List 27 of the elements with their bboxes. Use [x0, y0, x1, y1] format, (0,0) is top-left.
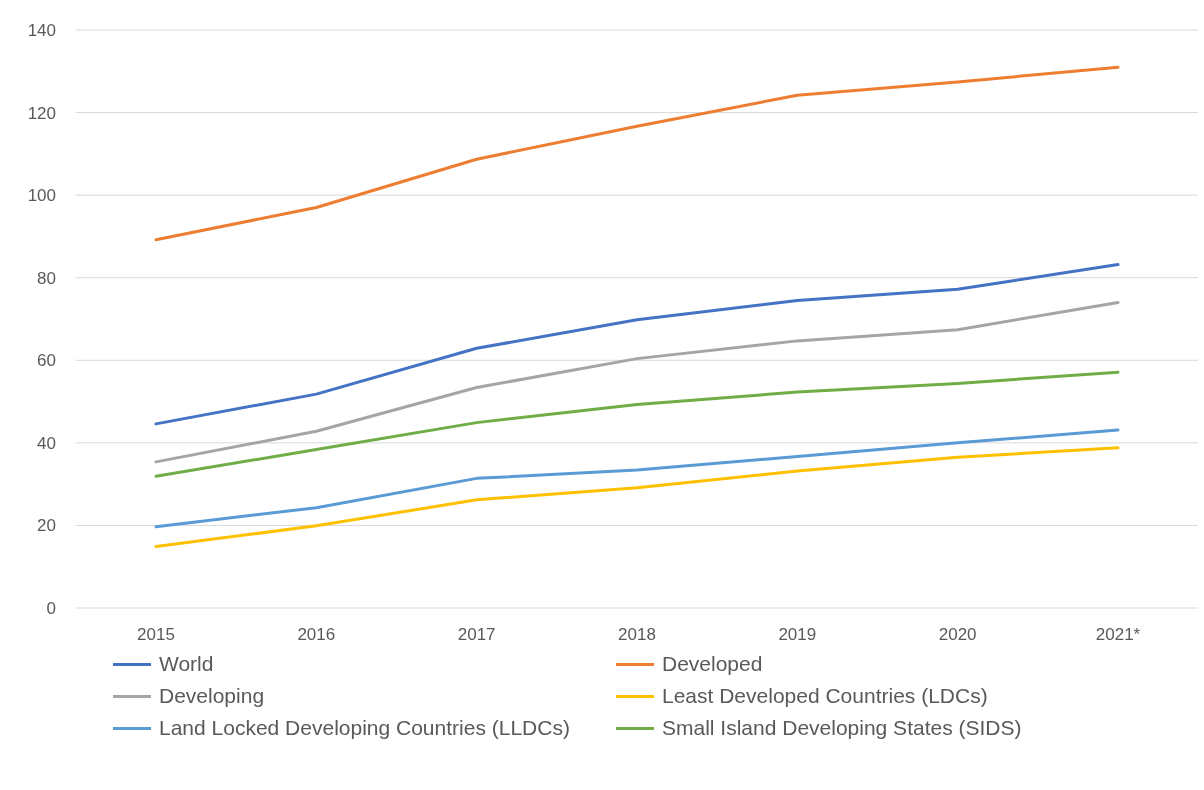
legend-label: Developed [662, 652, 763, 676]
x-tick-label: 2019 [778, 625, 817, 645]
line-series [154, 446, 1120, 548]
legend-label: Land Locked Developing Countries (LLDCs) [159, 716, 570, 740]
y-tick-label: 80 [37, 268, 56, 288]
y-tick-label: 0 [46, 599, 56, 619]
x-tick-label: 2015 [137, 625, 175, 645]
line-series [154, 65, 1120, 242]
x-tick-label: 2020 [938, 625, 977, 645]
legend-label: Small Island Developing States (SIDS) [662, 716, 1022, 740]
x-tick-label: 2016 [297, 625, 336, 645]
y-tick-label: 120 [27, 103, 56, 123]
line-series [154, 370, 1120, 478]
x-tick-label: 2021* [1095, 625, 1141, 645]
y-tick-label: 140 [27, 21, 56, 41]
x-tick-label: 2018 [618, 625, 656, 645]
line-series [154, 428, 1120, 529]
y-tick-label: 20 [37, 516, 56, 536]
x-tick-label: 2017 [457, 625, 496, 645]
y-tick-label: 40 [37, 433, 56, 453]
y-tick-label: 60 [37, 351, 56, 371]
y-tick-label: 100 [27, 186, 56, 206]
line-series [154, 300, 1120, 464]
legend-label: World [159, 652, 214, 676]
line-series [154, 263, 1120, 426]
legend-label: Least Developed Countries (LDCs) [662, 684, 988, 708]
legend-label: Developing [159, 684, 265, 708]
